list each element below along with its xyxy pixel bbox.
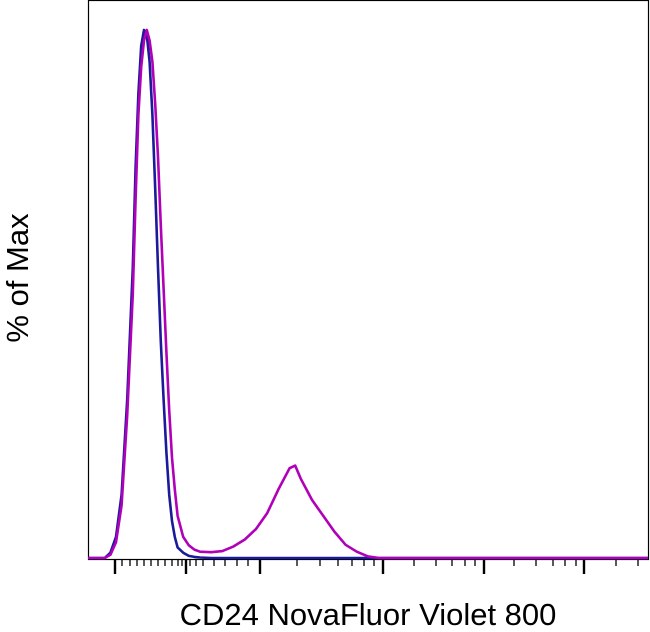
series-layer — [88, 28, 648, 560]
y-axis-label: % of Max — [0, 213, 35, 343]
plot-frame — [87, 0, 650, 561]
x-axis-label: CD24 NovaFluor Violet 800 — [180, 597, 557, 632]
histogram-series-1 — [88, 28, 648, 560]
x-axis-ticks — [113, 560, 639, 574]
histogram-series-2 — [88, 28, 648, 560]
